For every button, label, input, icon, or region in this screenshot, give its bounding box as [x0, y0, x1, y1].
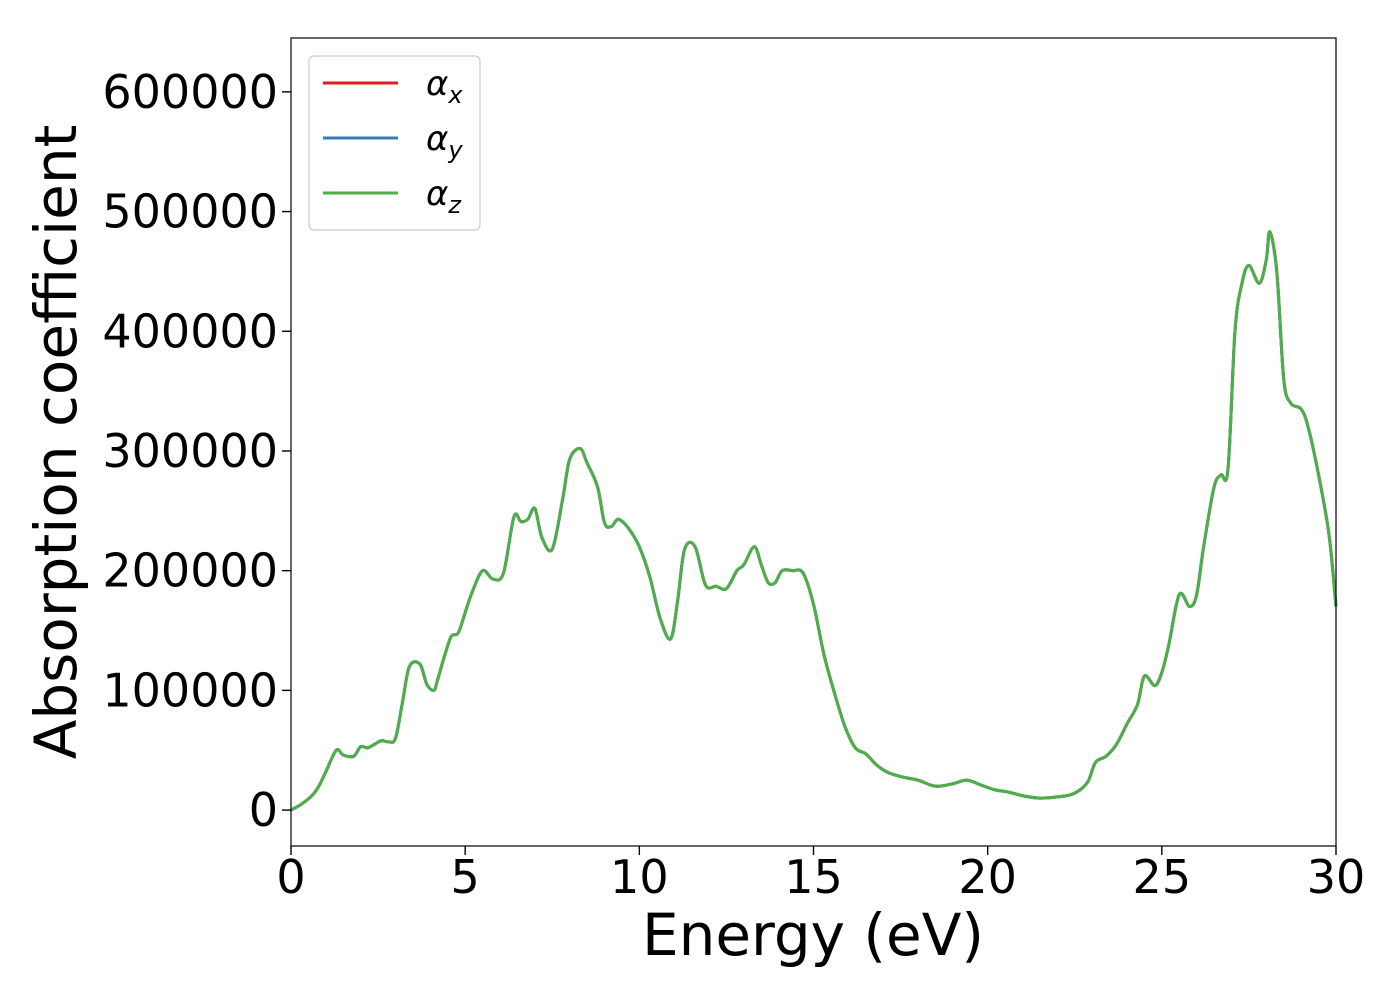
y-tick-label: 400000: [102, 304, 278, 358]
y-tick-label: 100000: [102, 663, 278, 717]
y-tick-label: 500000: [102, 185, 278, 239]
legend-label-z: αz: [426, 174, 462, 219]
y-tick-label: 0: [249, 783, 278, 837]
y-axis: 0 100000 200000 300000 400000 500000 600000: [102, 65, 291, 837]
x-tick-label: 15: [784, 850, 843, 904]
x-tick-label: 5: [451, 850, 480, 904]
legend-box: [308, 55, 481, 231]
x-tick-label: 30: [1307, 850, 1366, 904]
legend-label-x: αx: [426, 64, 463, 109]
y-tick-label: 200000: [102, 544, 278, 598]
x-axis: 0 5 10 15 20 25 30: [276, 846, 1365, 904]
series-line-3: [290, 230, 1338, 812]
y-axis-label: Absorption coefficient: [22, 125, 90, 760]
x-tick-label: 10: [610, 850, 669, 904]
legend-label-y: αy: [426, 119, 463, 164]
y-tick-label: 600000: [102, 65, 278, 119]
x-tick-label: 20: [958, 850, 1017, 904]
y-tick-label: 300000: [102, 424, 278, 478]
x-tick-label: 0: [276, 850, 305, 904]
legend: αx αy αz: [308, 55, 481, 231]
x-axis-label: Energy (eV): [642, 901, 984, 969]
x-tick-label: 25: [1133, 850, 1192, 904]
series-layer: [290, 230, 1338, 812]
